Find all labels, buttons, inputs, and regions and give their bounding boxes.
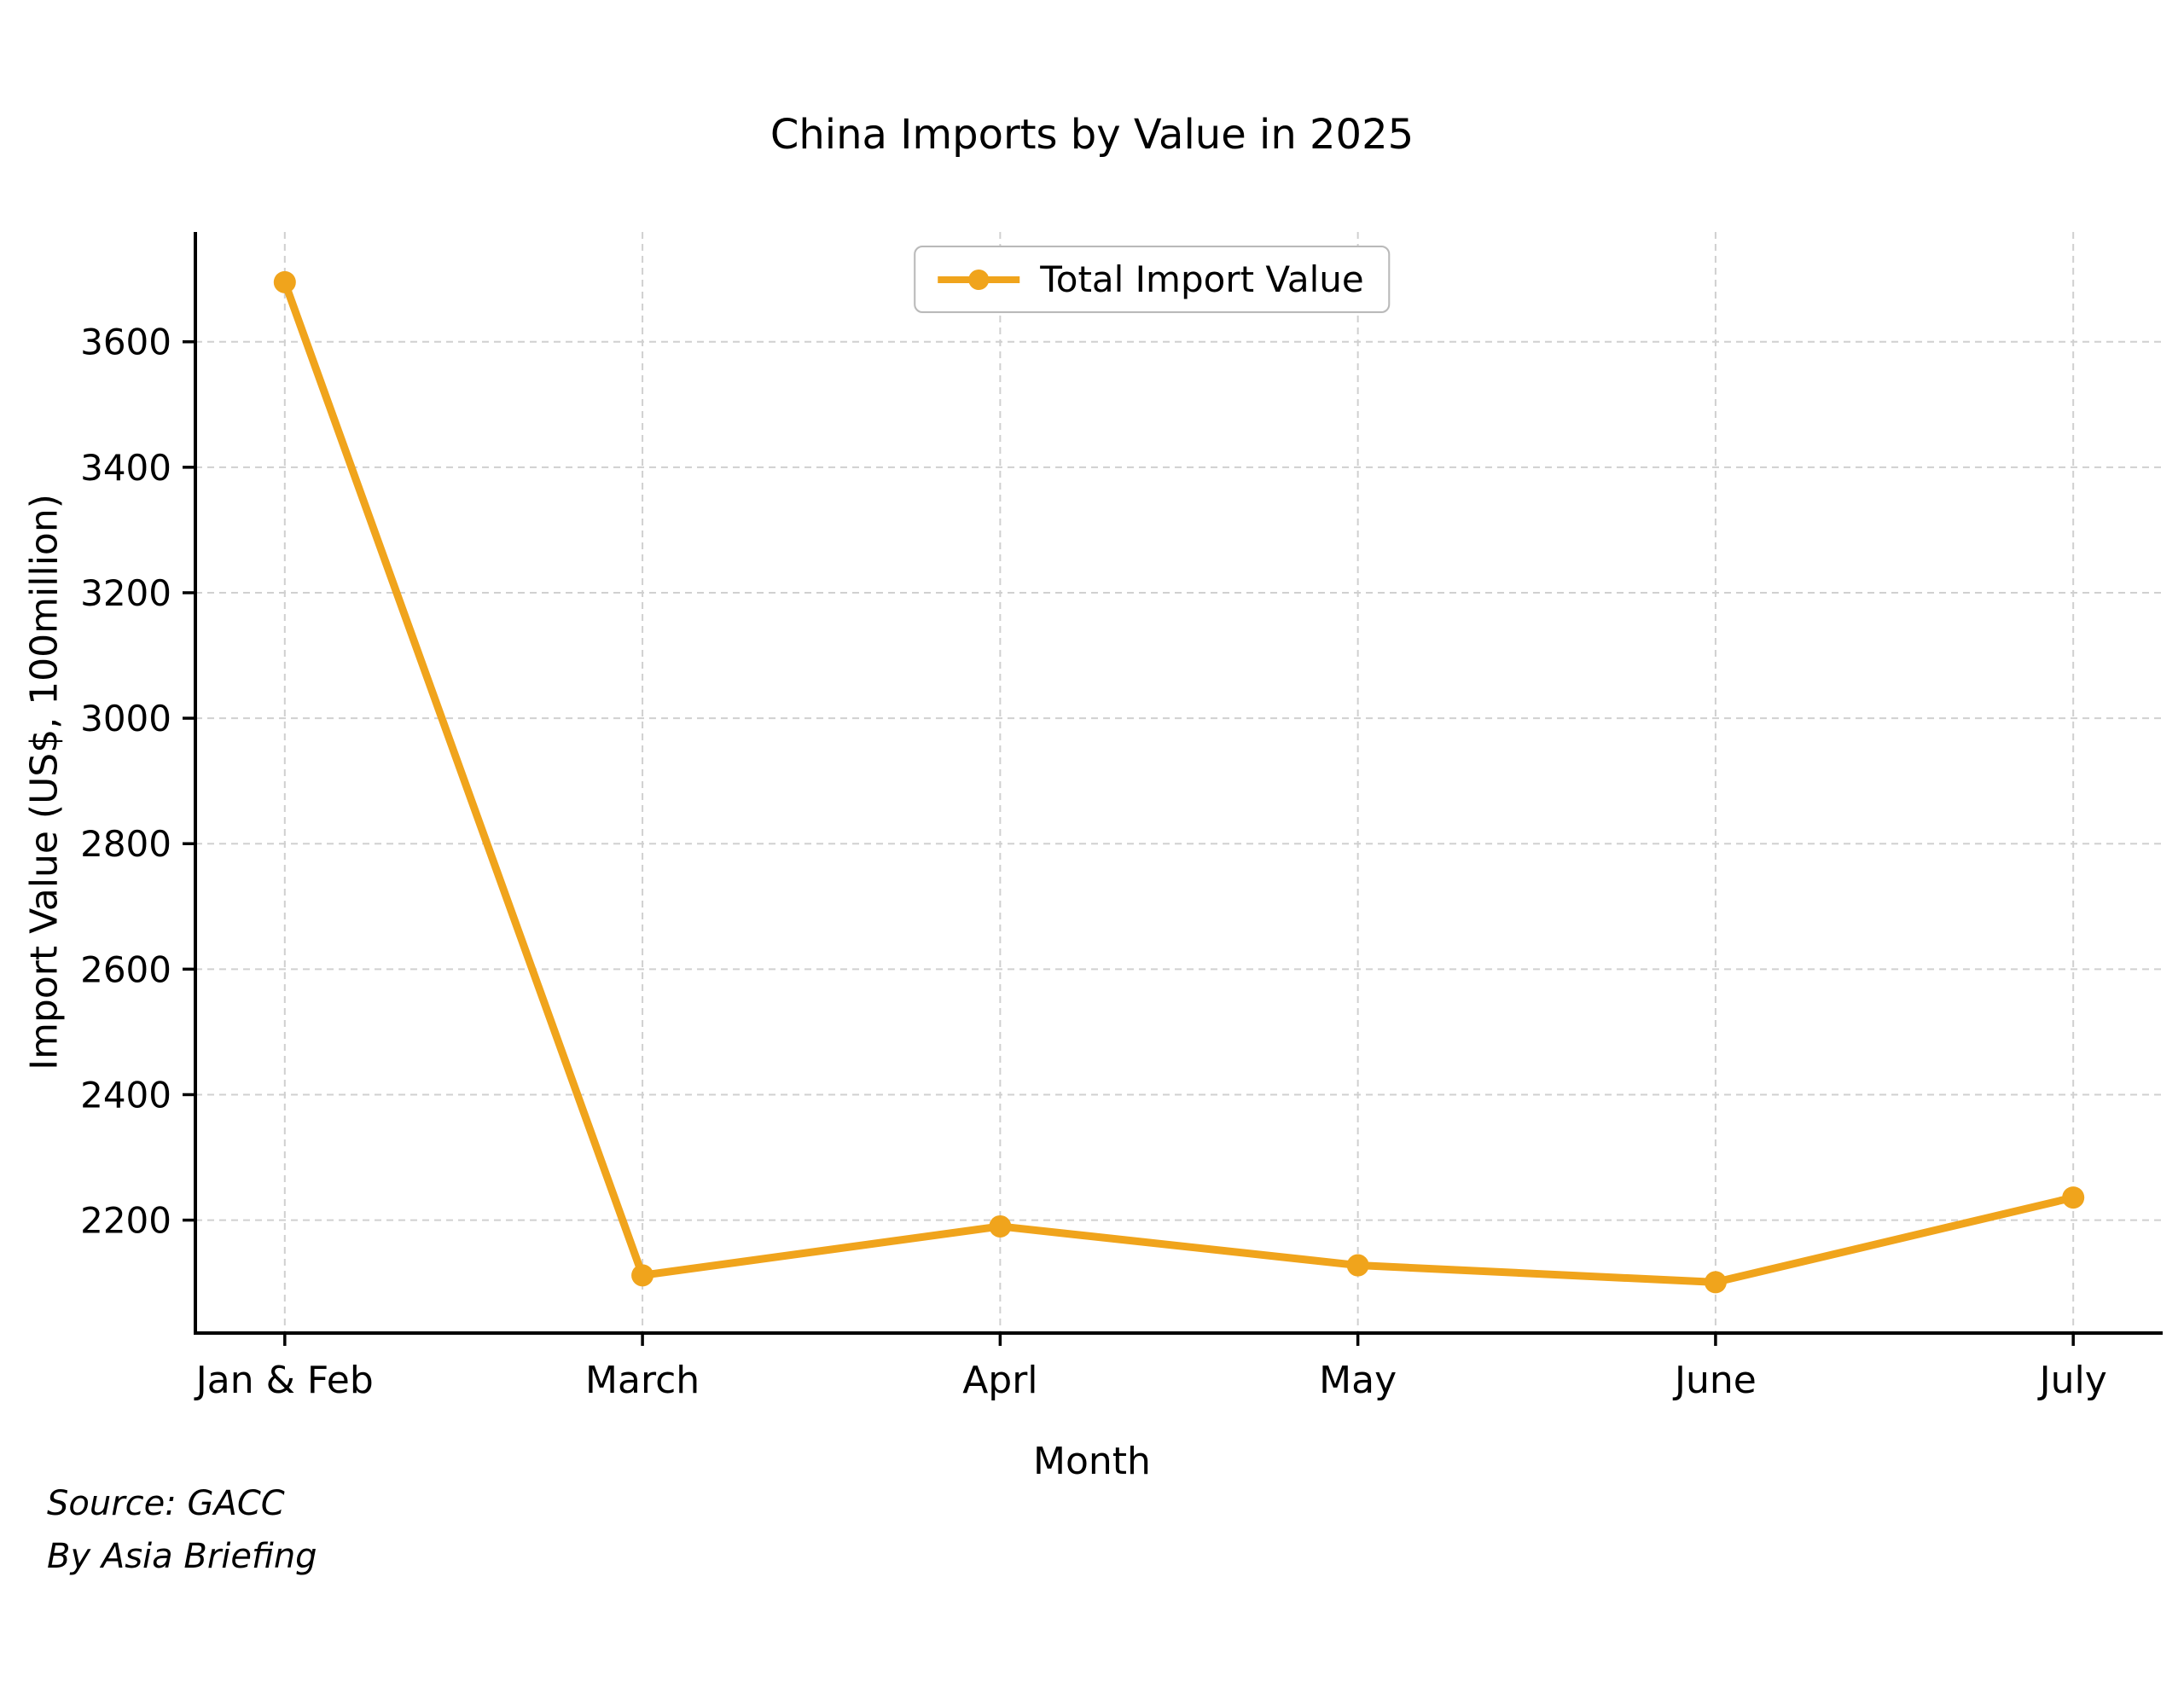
y-tick-label: 2800	[80, 823, 171, 865]
data-point-marker	[1346, 1254, 1369, 1277]
x-tick-label: March	[585, 1359, 700, 1402]
y-axis-title: Import Value (US$, 100million)	[22, 494, 67, 1070]
x-tick-label: Aprl	[962, 1359, 1037, 1402]
series-line	[281, 278, 2077, 1286]
data-point-marker	[631, 1264, 654, 1287]
x-tick-label: May	[1319, 1359, 1397, 1402]
x-tick-label: July	[2037, 1359, 2107, 1402]
source-note: Source: GACC	[47, 1484, 285, 1523]
y-tick-label: 3000	[80, 698, 171, 739]
data-point-marker	[2062, 1186, 2085, 1209]
data-point-marker	[1704, 1271, 1727, 1294]
y-tick-label: 3400	[80, 447, 171, 489]
chart-title: China Imports by Value in 2025	[770, 111, 1414, 159]
x-tick-label: Jan & Feb	[194, 1359, 374, 1402]
y-tick-label: 3600	[80, 322, 171, 363]
x-tick-label: June	[1672, 1359, 1757, 1402]
legend-label: Total Import Value	[1040, 258, 1364, 300]
y-tick-label: 3200	[80, 572, 171, 614]
legend: Total Import Value	[914, 246, 1390, 313]
y-tick-label: 2600	[80, 948, 171, 990]
y-tick-label: 2200	[80, 1200, 171, 1242]
legend-line-marker-icon	[938, 269, 1020, 290]
y-tick-label: 2400	[80, 1074, 171, 1116]
byline-note: By Asia Briefing	[47, 1537, 317, 1576]
data-point-marker	[273, 270, 296, 293]
x-axis-title: Month	[1033, 1440, 1151, 1483]
data-point-marker	[989, 1215, 1012, 1238]
